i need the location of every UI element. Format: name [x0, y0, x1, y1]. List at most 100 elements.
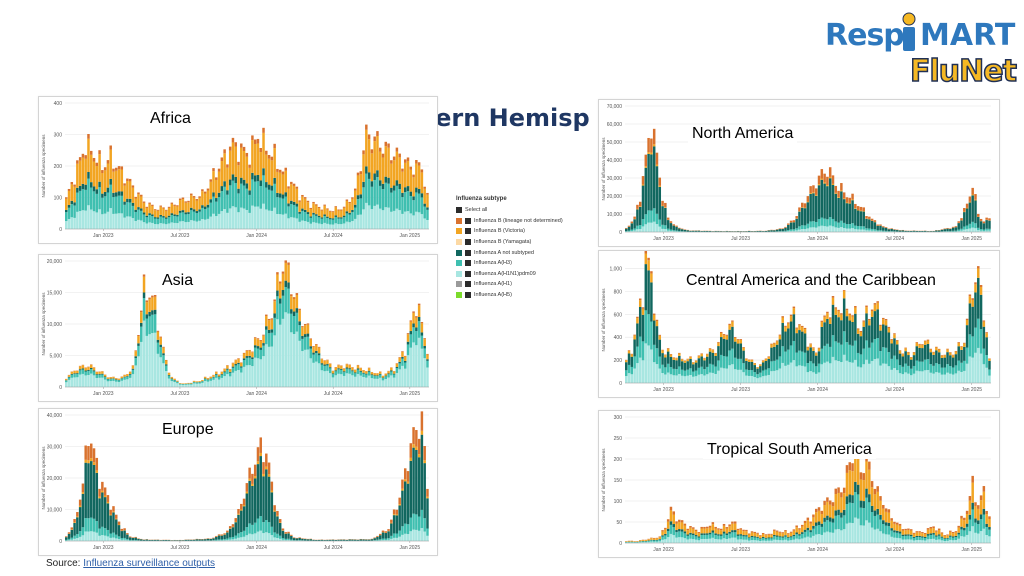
bar-segment: [661, 364, 664, 374]
bar-segment: [420, 214, 424, 229]
bar-segment: [661, 531, 664, 536]
bar-segment: [262, 356, 265, 387]
bar-segment: [376, 536, 379, 540]
bar-segment: [647, 152, 650, 154]
bar-segment: [248, 349, 251, 351]
bar-segment: [725, 539, 729, 543]
bar-segment: [223, 539, 226, 541]
checkbox-icon[interactable]: [465, 217, 471, 224]
bar-segment: [348, 369, 351, 374]
bar-segment: [675, 521, 678, 524]
bar-segment: [401, 168, 404, 172]
checkbox-icon[interactable]: [465, 292, 471, 299]
checkbox-icon[interactable]: [465, 239, 471, 246]
bar-segment: [954, 535, 958, 538]
bar-segment: [781, 317, 784, 323]
bar-segment: [650, 282, 653, 322]
legend-item[interactable]: Influenza A(H5): [456, 290, 596, 301]
bar-segment: [323, 205, 326, 215]
source-link[interactable]: Influenza surveillance outputs: [83, 558, 215, 569]
legend-item[interactable]: Influenza B (lineage not determined): [456, 216, 596, 227]
bar-segment: [415, 327, 418, 332]
bar-segment: [686, 361, 689, 370]
bar-segment: [226, 369, 229, 375]
legend-item[interactable]: Influenza A(H3): [456, 258, 596, 269]
bar-segment: [209, 378, 212, 379]
bar-segment: [309, 339, 312, 347]
bar-segment: [303, 209, 307, 213]
bar-segment: [126, 198, 129, 203]
checkbox-icon[interactable]: [465, 260, 471, 267]
bar-segment: [633, 230, 636, 232]
legend-item[interactable]: Influenza A(H1N1)pdm09: [456, 269, 596, 280]
bar-segment: [159, 357, 162, 387]
bar-segment: [128, 377, 132, 387]
bar-segment: [697, 536, 701, 538]
bar-segment: [784, 325, 787, 327]
checkbox-icon[interactable]: [465, 270, 471, 277]
bar-segment: [370, 181, 374, 187]
bar-segment: [689, 526, 692, 528]
checkbox-icon[interactable]: [465, 228, 471, 235]
bar-segment: [937, 528, 941, 530]
bar-segment: [826, 318, 829, 344]
bar-segment: [747, 359, 751, 362]
bar-segment: [831, 506, 835, 519]
legend-select-all[interactable]: Select all: [456, 205, 596, 216]
bar-segment: [195, 200, 199, 212]
bar-segment: [187, 539, 190, 541]
bar-segment: [65, 539, 68, 541]
legend-item[interactable]: Influenza A(H1): [456, 279, 596, 290]
bar-segment: [932, 538, 935, 543]
bar-segment: [658, 537, 662, 540]
bar-segment: [217, 192, 221, 198]
bar-segment: [95, 189, 99, 194]
checkbox-icon[interactable]: [465, 281, 471, 288]
bar-segment: [884, 534, 888, 543]
bar-segment: [248, 212, 251, 229]
bar-segment: [353, 369, 357, 373]
bar-segment: [954, 532, 958, 536]
legend-item[interactable]: Influenza B (Yamagata): [456, 237, 596, 248]
bar-segment: [159, 206, 162, 215]
legend-item[interactable]: Influenza A not subtyped: [456, 247, 596, 258]
bar-segment: [70, 200, 74, 205]
bar-segment: [904, 351, 907, 364]
checkbox-icon[interactable]: [465, 249, 471, 256]
bar-segment: [276, 510, 279, 516]
bar-segment: [935, 363, 938, 373]
bar-segment: [988, 358, 991, 361]
bar-segment: [345, 200, 349, 212]
bar-segment: [775, 344, 779, 360]
bar-segment: [714, 534, 717, 539]
bar-segment: [868, 228, 871, 231]
bar-segment: [854, 229, 857, 232]
bar-segment: [323, 360, 326, 361]
bar-segment: [655, 539, 659, 541]
bar-segment: [101, 492, 104, 527]
bar-segment: [683, 362, 687, 371]
bar-segment: [929, 372, 933, 383]
bar-segment: [184, 201, 187, 203]
bar-segment: [81, 492, 85, 494]
bar-segment: [95, 193, 99, 213]
bar-segment: [359, 375, 363, 387]
legend-item[interactable]: Influenza B (Victoria): [456, 226, 596, 237]
bar-segment: [398, 363, 401, 370]
bar-segment: [636, 346, 639, 364]
bar-segment: [159, 344, 162, 348]
bar-segment: [123, 379, 126, 387]
bar-segment: [949, 536, 952, 540]
bar-segment: [904, 230, 907, 232]
bar-segment: [340, 369, 343, 375]
bar-segment: [717, 529, 720, 535]
bar-segment: [904, 530, 907, 535]
bar-segment: [337, 368, 340, 370]
bar-segment: [112, 378, 115, 381]
bar-segment: [700, 231, 703, 232]
bar-segment: [937, 534, 941, 536]
bar-segment: [276, 319, 279, 387]
checkbox-icon[interactable]: [456, 207, 462, 214]
bar-segment: [725, 356, 729, 369]
bar-segment: [809, 530, 812, 533]
